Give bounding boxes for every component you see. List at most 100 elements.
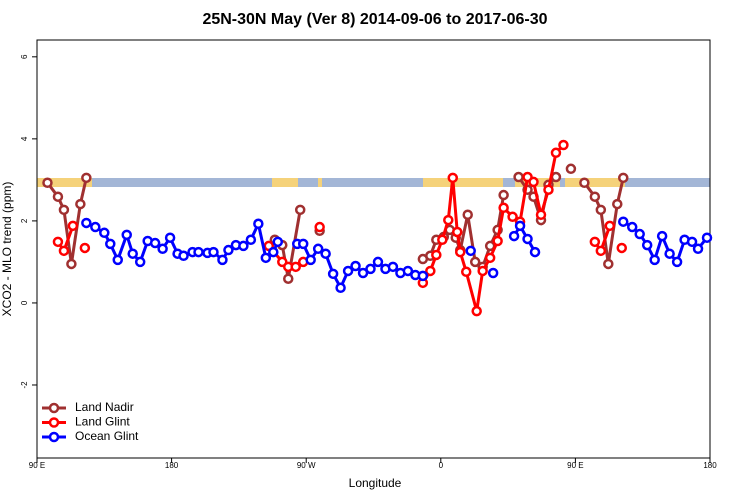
data-point [294,204,306,216]
land-strip [318,178,322,187]
data-point [604,220,616,232]
legend-label: Land Nadir [75,400,134,414]
data-point [656,230,668,242]
x-tick-label: 90 W [297,461,316,470]
x-tick-label: 180 [703,461,717,470]
data-point [178,250,189,262]
data-point [452,226,463,238]
data-point [193,246,204,258]
data-point [454,246,466,258]
data-point [312,243,324,255]
data-point [443,214,454,226]
data-point [58,245,70,257]
data-point [223,244,234,256]
data-point [618,172,629,184]
data-point [498,189,509,201]
data-point [66,258,77,270]
data-point [105,238,116,250]
series-line [421,143,565,312]
data-point [595,245,607,257]
data-point [268,246,279,258]
data-point [634,228,645,240]
data-point [112,254,124,266]
data-point [460,266,472,278]
x-tick-label: 90 E [29,461,45,470]
chart-title: 25N-30N May (Ver 8) 2014-09-06 to 2017-0… [202,11,547,28]
data-point [283,273,294,284]
land-strip [565,178,625,187]
data-point [649,254,660,266]
data-point [314,221,325,233]
data-point [513,171,524,183]
data-point [589,191,601,202]
data-point [462,209,473,220]
data-point [387,261,399,273]
data-point [52,191,64,202]
data-point [543,184,554,195]
data-point [522,233,533,245]
data-point [535,209,547,220]
data-point [99,227,110,239]
data-point [686,236,698,248]
series-line [512,222,537,253]
data-point [52,236,64,248]
data-point [305,254,316,266]
data-point [616,242,628,254]
data-point [550,171,562,183]
x-tick-label: 90 E [567,461,583,470]
data-point [357,267,369,279]
data-point [492,235,503,247]
y-tick-label: 4 [20,136,29,141]
data-point [487,267,499,279]
legend-marker [48,402,60,414]
y-axis-label: XCO2 - MLO trend (ppm) [0,182,14,317]
data-point [508,230,520,242]
land-strip [37,178,92,187]
plot-frame [36,39,711,459]
data-point [471,305,482,317]
legend-marker [48,431,60,443]
data-point [290,261,301,273]
data-point [579,177,590,189]
data-point [589,236,601,248]
data-point [81,172,92,184]
data-point [437,234,448,246]
data-point [641,239,653,251]
data-point [365,263,376,275]
data-point [157,243,168,255]
data-point [350,260,361,272]
data-point [447,172,459,184]
data-point [477,265,488,277]
data-point [372,256,384,268]
data-point [595,204,607,216]
land-strip [272,178,298,187]
land-strip [423,178,503,187]
data-point [465,245,476,257]
data-point [618,216,629,227]
data-point [42,177,53,189]
data-point [603,258,614,270]
data-point [335,282,346,294]
land-ocean-strip [37,178,710,187]
data-point [431,249,442,261]
data-point [507,211,518,223]
data-point [558,139,569,151]
data-point [671,256,683,268]
data-point [469,256,481,268]
data-point [272,236,284,248]
data-point [217,254,228,266]
data-point [164,232,176,243]
data-point [127,248,138,259]
x-axis-label: Longitude [349,476,402,490]
data-point [664,248,675,259]
data-point [484,252,496,264]
legend-label: Ocean Glint [75,429,139,443]
data-point [565,163,577,175]
data-point [626,221,638,233]
data-point [342,265,354,277]
data-point [238,240,249,252]
data-point [149,237,161,249]
